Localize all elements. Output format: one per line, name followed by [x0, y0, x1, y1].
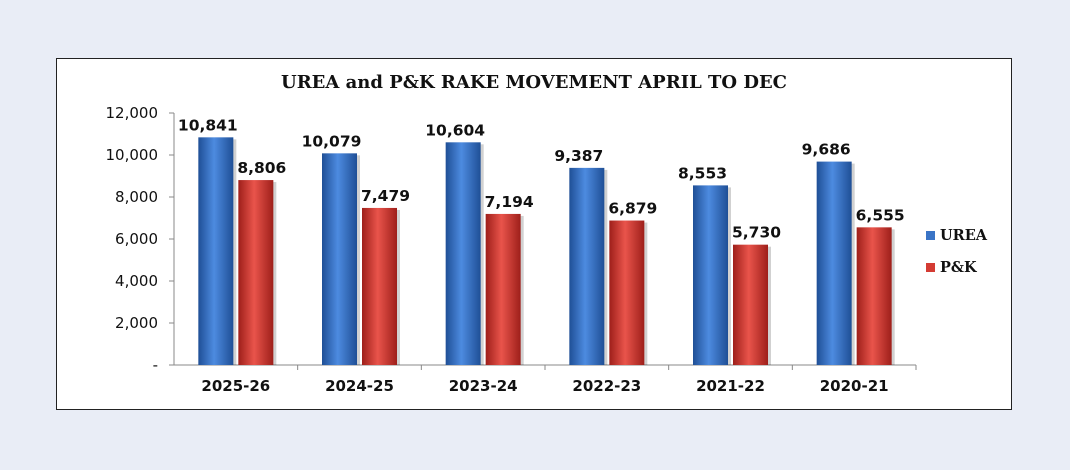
- data-label: 7,479: [361, 187, 410, 205]
- bar-urea: [693, 185, 728, 365]
- legend-label: P&K: [940, 259, 978, 276]
- y-tick-label: 10,000: [106, 146, 159, 164]
- bar-pk: [733, 244, 768, 365]
- bar-urea: [198, 137, 234, 365]
- data-label: 10,079: [302, 132, 362, 150]
- y-tick-label: 12,000: [106, 104, 159, 122]
- bar-pk: [485, 213, 521, 365]
- data-label: 6,555: [856, 206, 905, 224]
- y-tick-label: 4,000: [115, 272, 158, 290]
- bar-urea: [445, 142, 481, 365]
- y-tick-label: -: [153, 356, 158, 374]
- data-label: 6,879: [608, 200, 657, 218]
- legend-label: UREA: [940, 227, 988, 244]
- y-tick-label: 8,000: [115, 188, 158, 206]
- bar-pk: [609, 220, 645, 365]
- x-tick-label: 2022-23: [572, 377, 641, 395]
- data-label: 8,553: [678, 164, 727, 182]
- data-label: 10,604: [425, 121, 485, 139]
- bar-pk: [362, 207, 397, 365]
- bar-pk: [856, 227, 892, 365]
- y-tick-label: 6,000: [115, 230, 158, 248]
- bar-urea: [322, 153, 357, 365]
- x-tick-label: 2025-26: [201, 377, 270, 395]
- data-label: 9,686: [802, 141, 851, 159]
- x-tick-label: 2021-22: [696, 377, 765, 395]
- bar-urea: [569, 167, 605, 365]
- data-label: 10,841: [178, 116, 238, 134]
- legend-swatch: [926, 231, 935, 240]
- chart-title: UREA and P&K RAKE MOVEMENT APRIL TO DEC: [281, 72, 787, 93]
- data-label: 8,806: [237, 159, 286, 177]
- bar-pk: [238, 180, 274, 365]
- x-tick-label: 2023-24: [449, 377, 518, 395]
- data-label: 9,387: [554, 147, 603, 165]
- y-tick-label: 2,000: [115, 314, 158, 332]
- x-tick-label: 2024-25: [325, 377, 394, 395]
- data-label: 7,194: [485, 193, 534, 211]
- x-tick-label: 2020-21: [820, 377, 889, 395]
- data-label: 5,730: [732, 224, 781, 242]
- bar-urea: [816, 161, 852, 365]
- legend-swatch: [926, 263, 935, 272]
